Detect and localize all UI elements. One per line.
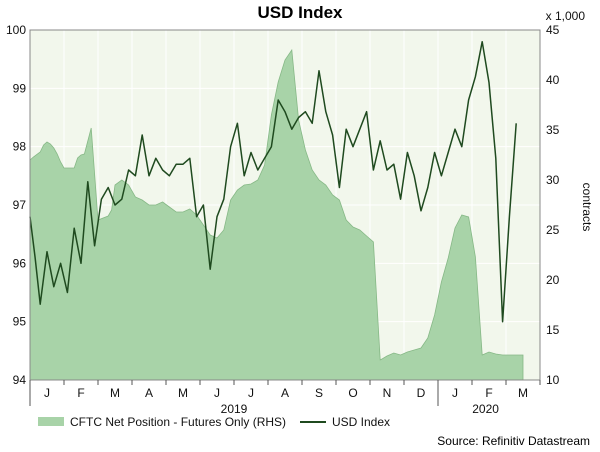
month-label-12: J: [452, 386, 458, 400]
month-label-9: O: [348, 386, 357, 400]
legend: CFTC Net Position - Futures Only (RHS) U…: [38, 415, 390, 429]
month-label-11: D: [417, 386, 426, 400]
month-label-7: A: [281, 386, 289, 400]
right-axis-label: contracts: [580, 183, 594, 232]
month-label-0: J: [44, 386, 50, 400]
left-tick-label-0: 94: [13, 373, 27, 387]
month-label-3: A: [145, 386, 153, 400]
year-label-2019: 2019: [221, 402, 248, 416]
source-note: Source: Refinitiv Datastream: [437, 434, 590, 448]
month-label-13: F: [485, 386, 492, 400]
month-label-6: J: [248, 386, 254, 400]
plot-frame: [29, 29, 541, 381]
right-tick-label-3: 25: [546, 223, 560, 237]
left-tick-label-6: 100: [6, 23, 26, 37]
right-tick-label-6: 40: [546, 73, 560, 87]
month-label-10: N: [383, 386, 392, 400]
x-axis-ticks: J F M A M J J A S O N D J F M 2019 2020: [29, 380, 541, 416]
right-axis-multiplier: x 1,000: [546, 9, 586, 23]
month-label-8: S: [315, 386, 323, 400]
month-label-4: M: [178, 386, 188, 400]
right-tick-label-5: 35: [546, 123, 560, 137]
month-label-1: F: [77, 386, 84, 400]
left-tick-label-5: 99: [13, 81, 27, 95]
usd-index-line: [29, 40, 517, 323]
month-label-5: J: [214, 386, 220, 400]
legend-line-label: USD Index: [332, 415, 390, 429]
right-tick-label-1: 15: [546, 323, 560, 337]
right-tick-label-0: 10: [546, 373, 560, 387]
legend-area-label: CFTC Net Position - Futures Only (RHS): [70, 415, 286, 429]
right-axis-ticks: 10 15 20 25 30 35 40 45: [546, 23, 560, 387]
right-tick-label-4: 30: [546, 173, 560, 187]
cftc-net-position-area: [29, 48, 524, 381]
year-label-2020: 2020: [472, 402, 499, 416]
legend-area-swatch: [38, 417, 64, 426]
chart-title: USD Index: [257, 3, 343, 22]
right-tick-label-7: 45: [546, 23, 560, 37]
left-tick-label-1: 95: [13, 315, 27, 329]
month-label-2: M: [110, 386, 120, 400]
left-axis-ticks: 94 95 96 97 98 99 100: [6, 23, 26, 387]
month-label-14: M: [518, 386, 528, 400]
right-tick-label-2: 20: [546, 273, 560, 287]
left-tick-label-3: 97: [13, 198, 27, 212]
left-tick-label-2: 96: [13, 256, 27, 270]
left-tick-label-4: 98: [13, 140, 27, 154]
